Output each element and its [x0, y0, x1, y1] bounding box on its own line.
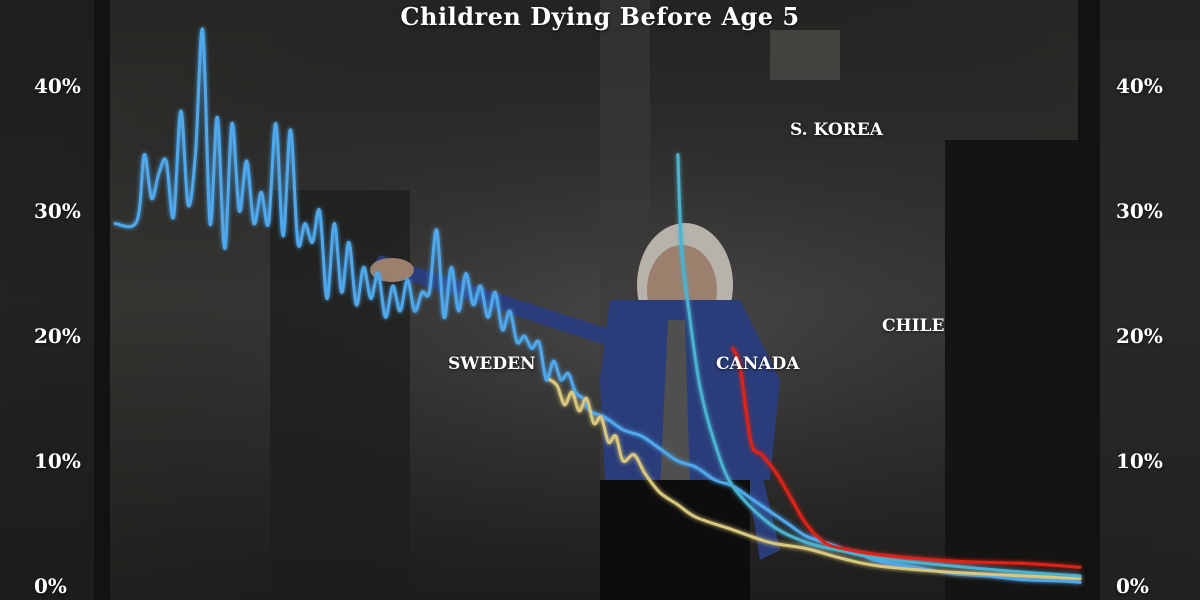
ytick-label-left: 10%: [34, 449, 81, 473]
ytick-label-left: 40%: [34, 74, 81, 98]
series-line-chile: [731, 347, 1082, 569]
series-layer: [113, 27, 1082, 584]
ytick-label-right: 40%: [1116, 74, 1163, 98]
chart-title: Children Dying Before Age 5: [400, 2, 800, 31]
series-label-sweden: SWEDEN: [448, 354, 536, 374]
series-line-sweden: [113, 27, 1082, 584]
ytick-label-right: 10%: [1116, 449, 1163, 473]
series-label-chile: CHILE: [882, 316, 945, 336]
series-line-s-korea: [676, 153, 1082, 578]
series-line-canada: [548, 378, 1082, 580]
ytick-label-right: 30%: [1116, 199, 1163, 223]
ytick-label-right: 0%: [1116, 574, 1149, 598]
series-label-s-korea: S. KOREA: [790, 120, 883, 140]
series-label-canada: CANADA: [716, 354, 800, 374]
ytick-label-right: 20%: [1116, 324, 1163, 348]
ytick-label-left: 20%: [34, 324, 81, 348]
ytick-label-left: 30%: [34, 199, 81, 223]
ytick-label-left: 0%: [34, 574, 67, 598]
